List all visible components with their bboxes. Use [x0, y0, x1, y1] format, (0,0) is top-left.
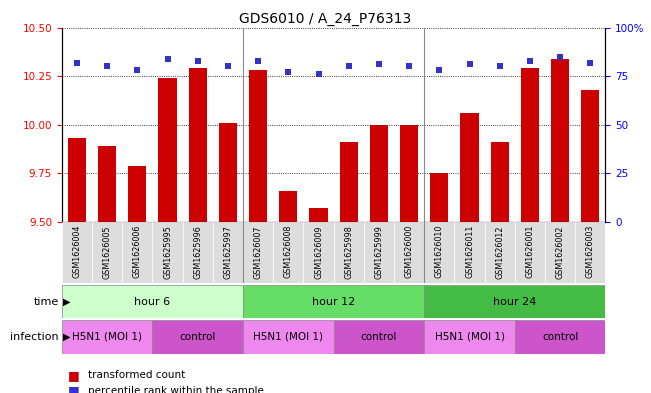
Bar: [62, 285, 243, 318]
Text: control: control: [180, 332, 216, 342]
Bar: [581, 90, 600, 222]
Bar: [370, 125, 388, 222]
Bar: [249, 70, 267, 222]
Text: GSM1626010: GSM1626010: [435, 225, 444, 279]
Bar: [545, 222, 575, 283]
Bar: [424, 320, 515, 354]
Bar: [243, 320, 334, 354]
Text: GSM1626011: GSM1626011: [465, 225, 474, 279]
Bar: [128, 165, 146, 222]
Text: hour 24: hour 24: [493, 297, 536, 307]
Text: GSM1626000: GSM1626000: [405, 225, 413, 279]
Text: H5N1 (MOI 1): H5N1 (MOI 1): [72, 332, 142, 342]
Bar: [62, 222, 92, 283]
Text: GSM1625999: GSM1625999: [374, 225, 383, 279]
Point: [162, 55, 173, 62]
Text: percentile rank within the sample: percentile rank within the sample: [88, 386, 264, 393]
Text: GSM1625996: GSM1625996: [193, 225, 202, 279]
Point: [585, 59, 596, 66]
Bar: [92, 222, 122, 283]
Text: GSM1626008: GSM1626008: [284, 225, 293, 279]
Text: GSM1626012: GSM1626012: [495, 225, 505, 279]
Bar: [460, 113, 478, 222]
Bar: [340, 142, 358, 222]
Text: H5N1 (MOI 1): H5N1 (MOI 1): [253, 332, 324, 342]
Bar: [213, 222, 243, 283]
Text: GSM1626006: GSM1626006: [133, 225, 142, 279]
Text: GSM1626005: GSM1626005: [103, 225, 111, 279]
Point: [72, 59, 82, 66]
Point: [404, 63, 414, 70]
Text: GSM1626004: GSM1626004: [72, 225, 81, 279]
Bar: [491, 142, 509, 222]
Bar: [424, 285, 605, 318]
Text: GDS6010 / A_24_P76313: GDS6010 / A_24_P76313: [240, 12, 411, 26]
Text: ■: ■: [68, 369, 80, 382]
Bar: [303, 222, 333, 283]
Text: ▶: ▶: [63, 332, 71, 342]
Text: GSM1625997: GSM1625997: [223, 225, 232, 279]
Text: GSM1626009: GSM1626009: [314, 225, 323, 279]
Point: [253, 57, 264, 64]
Bar: [279, 191, 298, 222]
Bar: [189, 68, 207, 222]
Text: infection: infection: [10, 332, 59, 342]
Bar: [364, 222, 394, 283]
Bar: [62, 320, 152, 354]
Point: [374, 61, 384, 68]
Bar: [122, 222, 152, 283]
Point: [223, 63, 233, 70]
Text: ■: ■: [68, 384, 80, 393]
Text: H5N1 (MOI 1): H5N1 (MOI 1): [434, 332, 505, 342]
Text: hour 6: hour 6: [134, 297, 171, 307]
Bar: [484, 222, 515, 283]
Text: control: control: [361, 332, 397, 342]
Point: [495, 63, 505, 70]
Bar: [243, 285, 424, 318]
Point: [525, 57, 535, 64]
Text: GSM1626002: GSM1626002: [556, 225, 564, 279]
Bar: [454, 222, 484, 283]
Bar: [334, 222, 364, 283]
Text: hour 12: hour 12: [312, 297, 355, 307]
Point: [555, 53, 565, 60]
Bar: [394, 222, 424, 283]
Text: GSM1625998: GSM1625998: [344, 225, 353, 279]
Bar: [152, 320, 243, 354]
Bar: [424, 222, 454, 283]
Bar: [515, 222, 545, 283]
Bar: [400, 125, 418, 222]
Point: [344, 63, 354, 70]
Bar: [158, 78, 176, 222]
Text: GSM1626001: GSM1626001: [525, 225, 534, 279]
Text: transformed count: transformed count: [88, 370, 185, 380]
Bar: [183, 222, 213, 283]
Text: time: time: [33, 297, 59, 307]
Text: control: control: [542, 332, 578, 342]
Bar: [273, 222, 303, 283]
Bar: [152, 222, 183, 283]
Bar: [334, 320, 424, 354]
Point: [132, 67, 143, 73]
Text: GSM1626003: GSM1626003: [586, 225, 595, 279]
Text: GSM1625995: GSM1625995: [163, 225, 172, 279]
Point: [434, 67, 445, 73]
Text: GSM1626007: GSM1626007: [254, 225, 262, 279]
Bar: [551, 59, 569, 222]
Point: [313, 71, 324, 77]
Bar: [68, 138, 86, 222]
Bar: [515, 320, 605, 354]
Text: ▶: ▶: [63, 297, 71, 307]
Bar: [521, 68, 539, 222]
Bar: [575, 222, 605, 283]
Point: [464, 61, 475, 68]
Point: [102, 63, 113, 70]
Bar: [309, 208, 327, 222]
Bar: [430, 173, 449, 222]
Bar: [219, 123, 237, 222]
Point: [193, 57, 203, 64]
Bar: [243, 222, 273, 283]
Bar: [98, 146, 116, 222]
Point: [283, 69, 294, 75]
